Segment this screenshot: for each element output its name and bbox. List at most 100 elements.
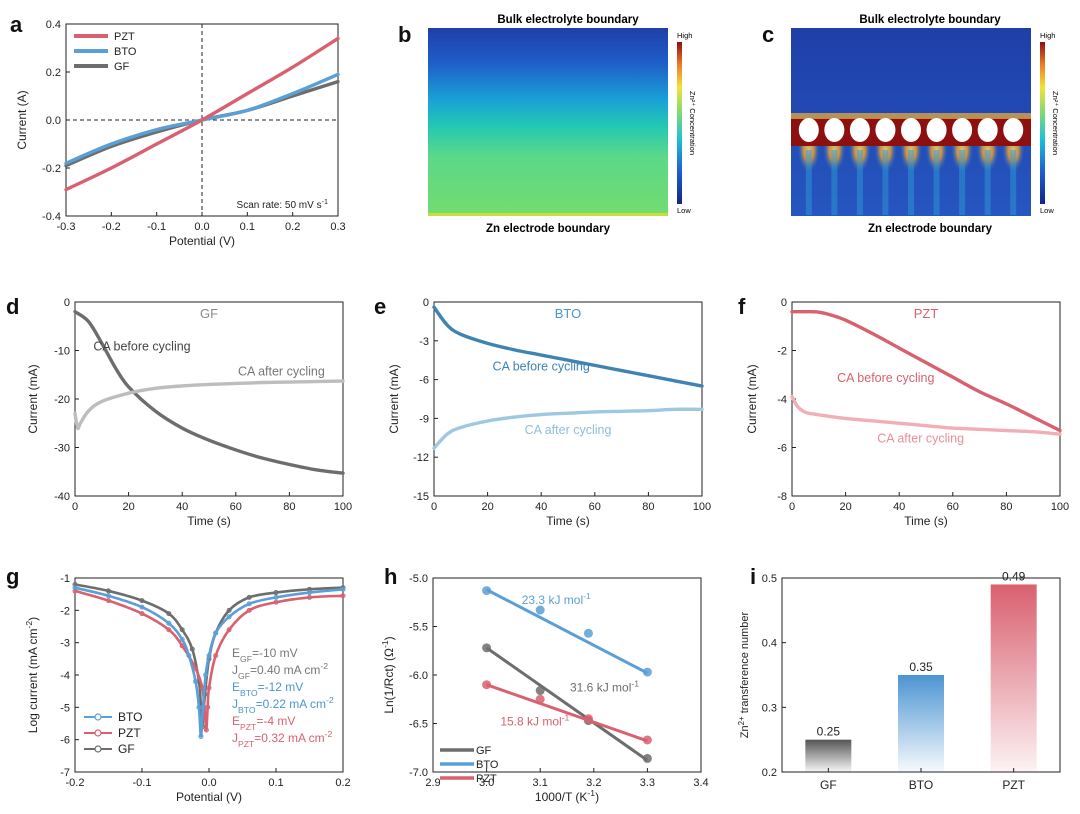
particle-tail	[805, 150, 812, 215]
x-tick-label: 3.3	[640, 777, 655, 789]
annotation: EBTO=-12 mV	[232, 680, 303, 698]
text-part: 31.6 kJ mol	[570, 680, 631, 694]
chart-b: Bulk electrolyte boundary Zn electrode b…	[428, 14, 697, 235]
data-point	[340, 586, 346, 592]
y-axis-label: Current (mA)	[745, 364, 759, 433]
y-tick-label: -8	[777, 491, 787, 503]
x-tick-label: 20	[839, 501, 851, 513]
y-tick-label: -30	[54, 443, 70, 455]
panel-letter-g: g	[6, 564, 19, 589]
x-tick-label: -0.1	[147, 221, 166, 233]
data-point	[203, 672, 209, 678]
y-tick-label: -5.0	[409, 573, 428, 585]
text-part: Scan rate: 50 mV s	[237, 200, 322, 211]
text-part: E	[232, 646, 240, 660]
y-axis-label: Current (mA)	[26, 364, 40, 433]
chart-title: PZT	[914, 306, 939, 321]
y-tick-label: 0.2	[762, 767, 777, 779]
subscript: BTO	[240, 688, 258, 698]
y-tick-label: -0.2	[42, 163, 61, 175]
panel-letter-i: i	[750, 564, 756, 589]
y-tick-label: -40	[54, 491, 70, 503]
subscript: PZT	[238, 739, 255, 749]
data-point	[482, 643, 492, 653]
data-point	[166, 611, 172, 617]
particle-tail	[1010, 150, 1017, 215]
particle-tail	[933, 150, 940, 215]
x-tick-label: 40	[535, 501, 547, 513]
colorbar-low-b: Low	[677, 206, 691, 215]
text-part: Current (mA)	[387, 364, 401, 433]
text-part: =-4 mV	[256, 714, 295, 728]
text-part: Time (s)	[546, 514, 590, 528]
data-point	[642, 667, 652, 677]
subscript: PZT	[240, 722, 257, 732]
superscript: 2+	[737, 716, 746, 725]
data-point	[166, 627, 172, 633]
text-part: E	[232, 714, 240, 728]
y-tick-label: -7.0	[409, 767, 428, 779]
data-point	[226, 607, 232, 613]
bar-pzt	[990, 584, 1037, 772]
series-line	[73, 310, 345, 475]
bottom-label-b: Zn electrode boundary	[486, 223, 611, 235]
activation-energy-label: 23.3 kJ mol-1	[522, 591, 591, 607]
x-tick-label: -0.3	[57, 221, 76, 233]
superscript: -1	[587, 788, 595, 798]
superscript: -1	[583, 591, 591, 601]
bar-gf	[805, 739, 852, 772]
y-tick-label: 0.0	[46, 115, 61, 127]
chart-title: BTO	[555, 306, 582, 321]
series-line-pzt	[73, 589, 345, 732]
x-tick-label: 60	[947, 501, 959, 513]
x-tick-label: 100	[334, 501, 352, 513]
text-part: )	[26, 617, 40, 621]
text-part: transference number	[739, 611, 751, 716]
y-tick-label: 0.4	[46, 19, 61, 31]
text-part: J	[232, 697, 238, 711]
y-tick-label: 0.3	[762, 702, 777, 714]
chart-title: GF	[200, 306, 218, 321]
x-tick-label: BTO	[909, 778, 933, 792]
superscript: -2	[326, 695, 334, 705]
y-tick-label: -6.0	[409, 670, 428, 682]
subscript: BTO	[238, 705, 256, 715]
series-label: CA before cycling	[93, 340, 190, 354]
panel-letter-e: e	[374, 294, 386, 319]
x-tick-label: 20	[481, 501, 493, 513]
data-point	[642, 735, 652, 745]
panel-letter-a: a	[10, 12, 23, 37]
particle	[849, 118, 870, 142]
x-tick-label: 0.3	[330, 221, 345, 233]
legend-label-gf: GF	[114, 61, 130, 73]
subscript: GF	[238, 671, 250, 681]
text-part: 15.8 kJ mol	[500, 714, 561, 728]
superscript: -2	[325, 729, 333, 739]
y-tick-label: -6	[777, 443, 787, 455]
text-part: Time (s)	[187, 514, 231, 528]
data-point	[189, 646, 195, 652]
x-tick-label: 0	[431, 501, 437, 513]
particle-tail	[882, 150, 889, 215]
x-tick-label: 60	[589, 501, 601, 513]
series-line	[790, 309, 1062, 433]
text-part: E	[232, 680, 240, 694]
text-part: Current (mA)	[26, 364, 40, 433]
text-part: Time (s)	[904, 514, 948, 528]
y-axis-label: Log current (mA cm-2)	[24, 617, 40, 733]
legend-marker-bto	[94, 713, 102, 721]
bottom-label-c: Zn electrode boundary	[868, 223, 993, 235]
x-tick-label: 80	[283, 501, 295, 513]
legend-label-pzt: PZT	[118, 726, 141, 740]
data-point	[535, 605, 545, 615]
x-tick-label: 0	[72, 501, 78, 513]
x-tick-label: 80	[1000, 501, 1012, 513]
x-tick-label: 2.9	[425, 777, 440, 789]
y-tick-label: -6.5	[409, 719, 428, 731]
x-tick-label: 20	[122, 501, 134, 513]
x-axis-label: Time (s)	[904, 514, 948, 528]
chart-f: 0 20 40 60 80 100 -8 -6 -4 -2 0 Time (s) Current (mA…	[745, 297, 1069, 528]
y-tick-label: 0.2	[46, 67, 61, 79]
data-point	[273, 590, 279, 596]
data-point	[273, 599, 279, 605]
